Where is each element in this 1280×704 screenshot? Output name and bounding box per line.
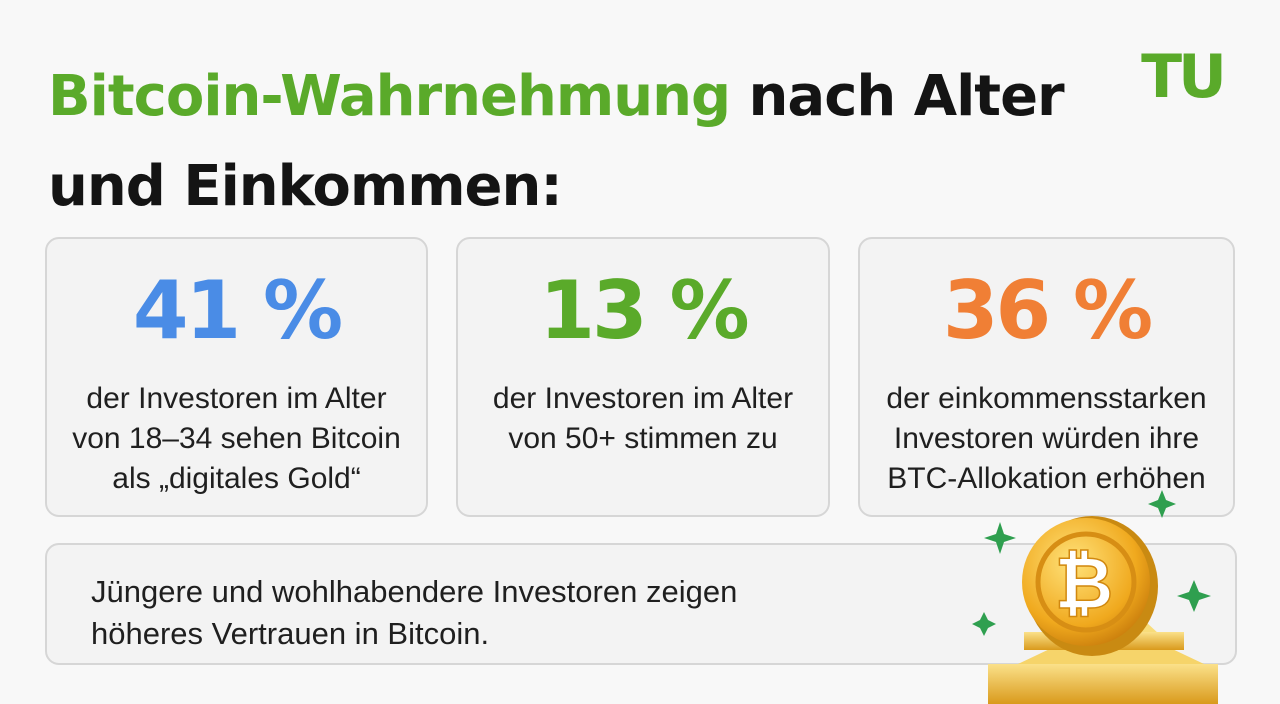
stat-description: der einkommensstarken Investoren würden …	[886, 382, 1207, 495]
sparkle-icon	[984, 522, 1016, 554]
stat-value: 36 %	[942, 264, 1153, 357]
stat-description: der Investoren im Alter von 18–34 sehen …	[72, 382, 401, 495]
sparkle-icon	[1148, 490, 1176, 518]
title-rest: nach Alter und Einkommen:	[48, 64, 1065, 219]
sparkle-icon	[1177, 580, 1211, 612]
stat-card-age-18-34: 41 % der Investoren im Alter von 18–34 s…	[45, 237, 428, 517]
bitcoin-coin-on-gold-bars-icon: ₿	[972, 490, 1218, 704]
stat-value: 41 %	[132, 264, 343, 357]
logo-text: TU	[1141, 48, 1223, 102]
stat-value: 13 %	[539, 264, 749, 357]
stat-description: der Investoren im Alter von 50+ stimmen …	[492, 382, 794, 455]
summary-text: Jüngere und wohlhabendere Investoren zei…	[91, 574, 738, 651]
page-title: Bitcoin-Wahrnehmung nach Alter und Einko…	[48, 52, 1068, 232]
tu-logo: TU	[1141, 48, 1227, 102]
stat-card-high-income: 36 % der einkommensstarken Investoren wü…	[858, 237, 1235, 517]
stat-card-age-50-plus: 13 % der Investoren im Alter von 50+ sti…	[456, 237, 830, 517]
bitcoin-symbol: ₿	[1055, 541, 1114, 625]
title-highlight: Bitcoin-Wahrnehmung	[48, 64, 731, 129]
sparkle-icon	[972, 612, 996, 636]
